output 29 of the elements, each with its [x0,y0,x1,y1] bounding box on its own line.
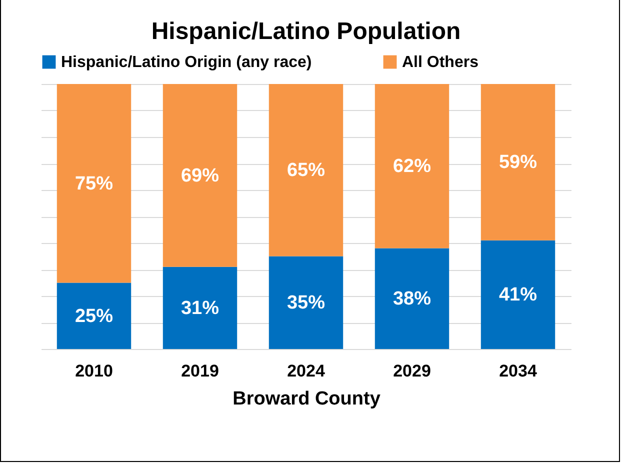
bar [374,248,450,349]
bar [56,282,132,349]
data-label: 25% [74,306,114,327]
data-label: 65% [286,160,326,182]
x-axis-title: Broward County [232,388,381,410]
data-label: 75% [74,173,114,194]
data-label: 62% [392,156,432,178]
bar [56,84,132,283]
legend-label: Hispanic/Latino Origin (any race) [61,54,312,71]
x-tick-label: 2029 [393,362,431,380]
x-tick-label: 2024 [287,362,326,380]
data-label: 31% [180,298,220,319]
legend-label: All Others [402,54,479,71]
data-label: 69% [180,165,220,186]
data-label: 35% [286,292,326,314]
bar [374,84,450,248]
data-label: 41% [498,284,538,306]
x-tick-label: 2010 [75,362,113,380]
chart-title: Hispanic/Latino Population [151,18,461,45]
bar [480,84,556,240]
bar [480,240,556,349]
x-tick-label: 2034 [499,362,538,380]
data-label: 59% [498,152,538,174]
x-tick-label: 2019 [181,362,219,380]
bar [268,84,344,256]
bar [162,84,238,267]
data-label: 38% [392,288,432,310]
bar [268,256,344,349]
bar [162,266,238,349]
